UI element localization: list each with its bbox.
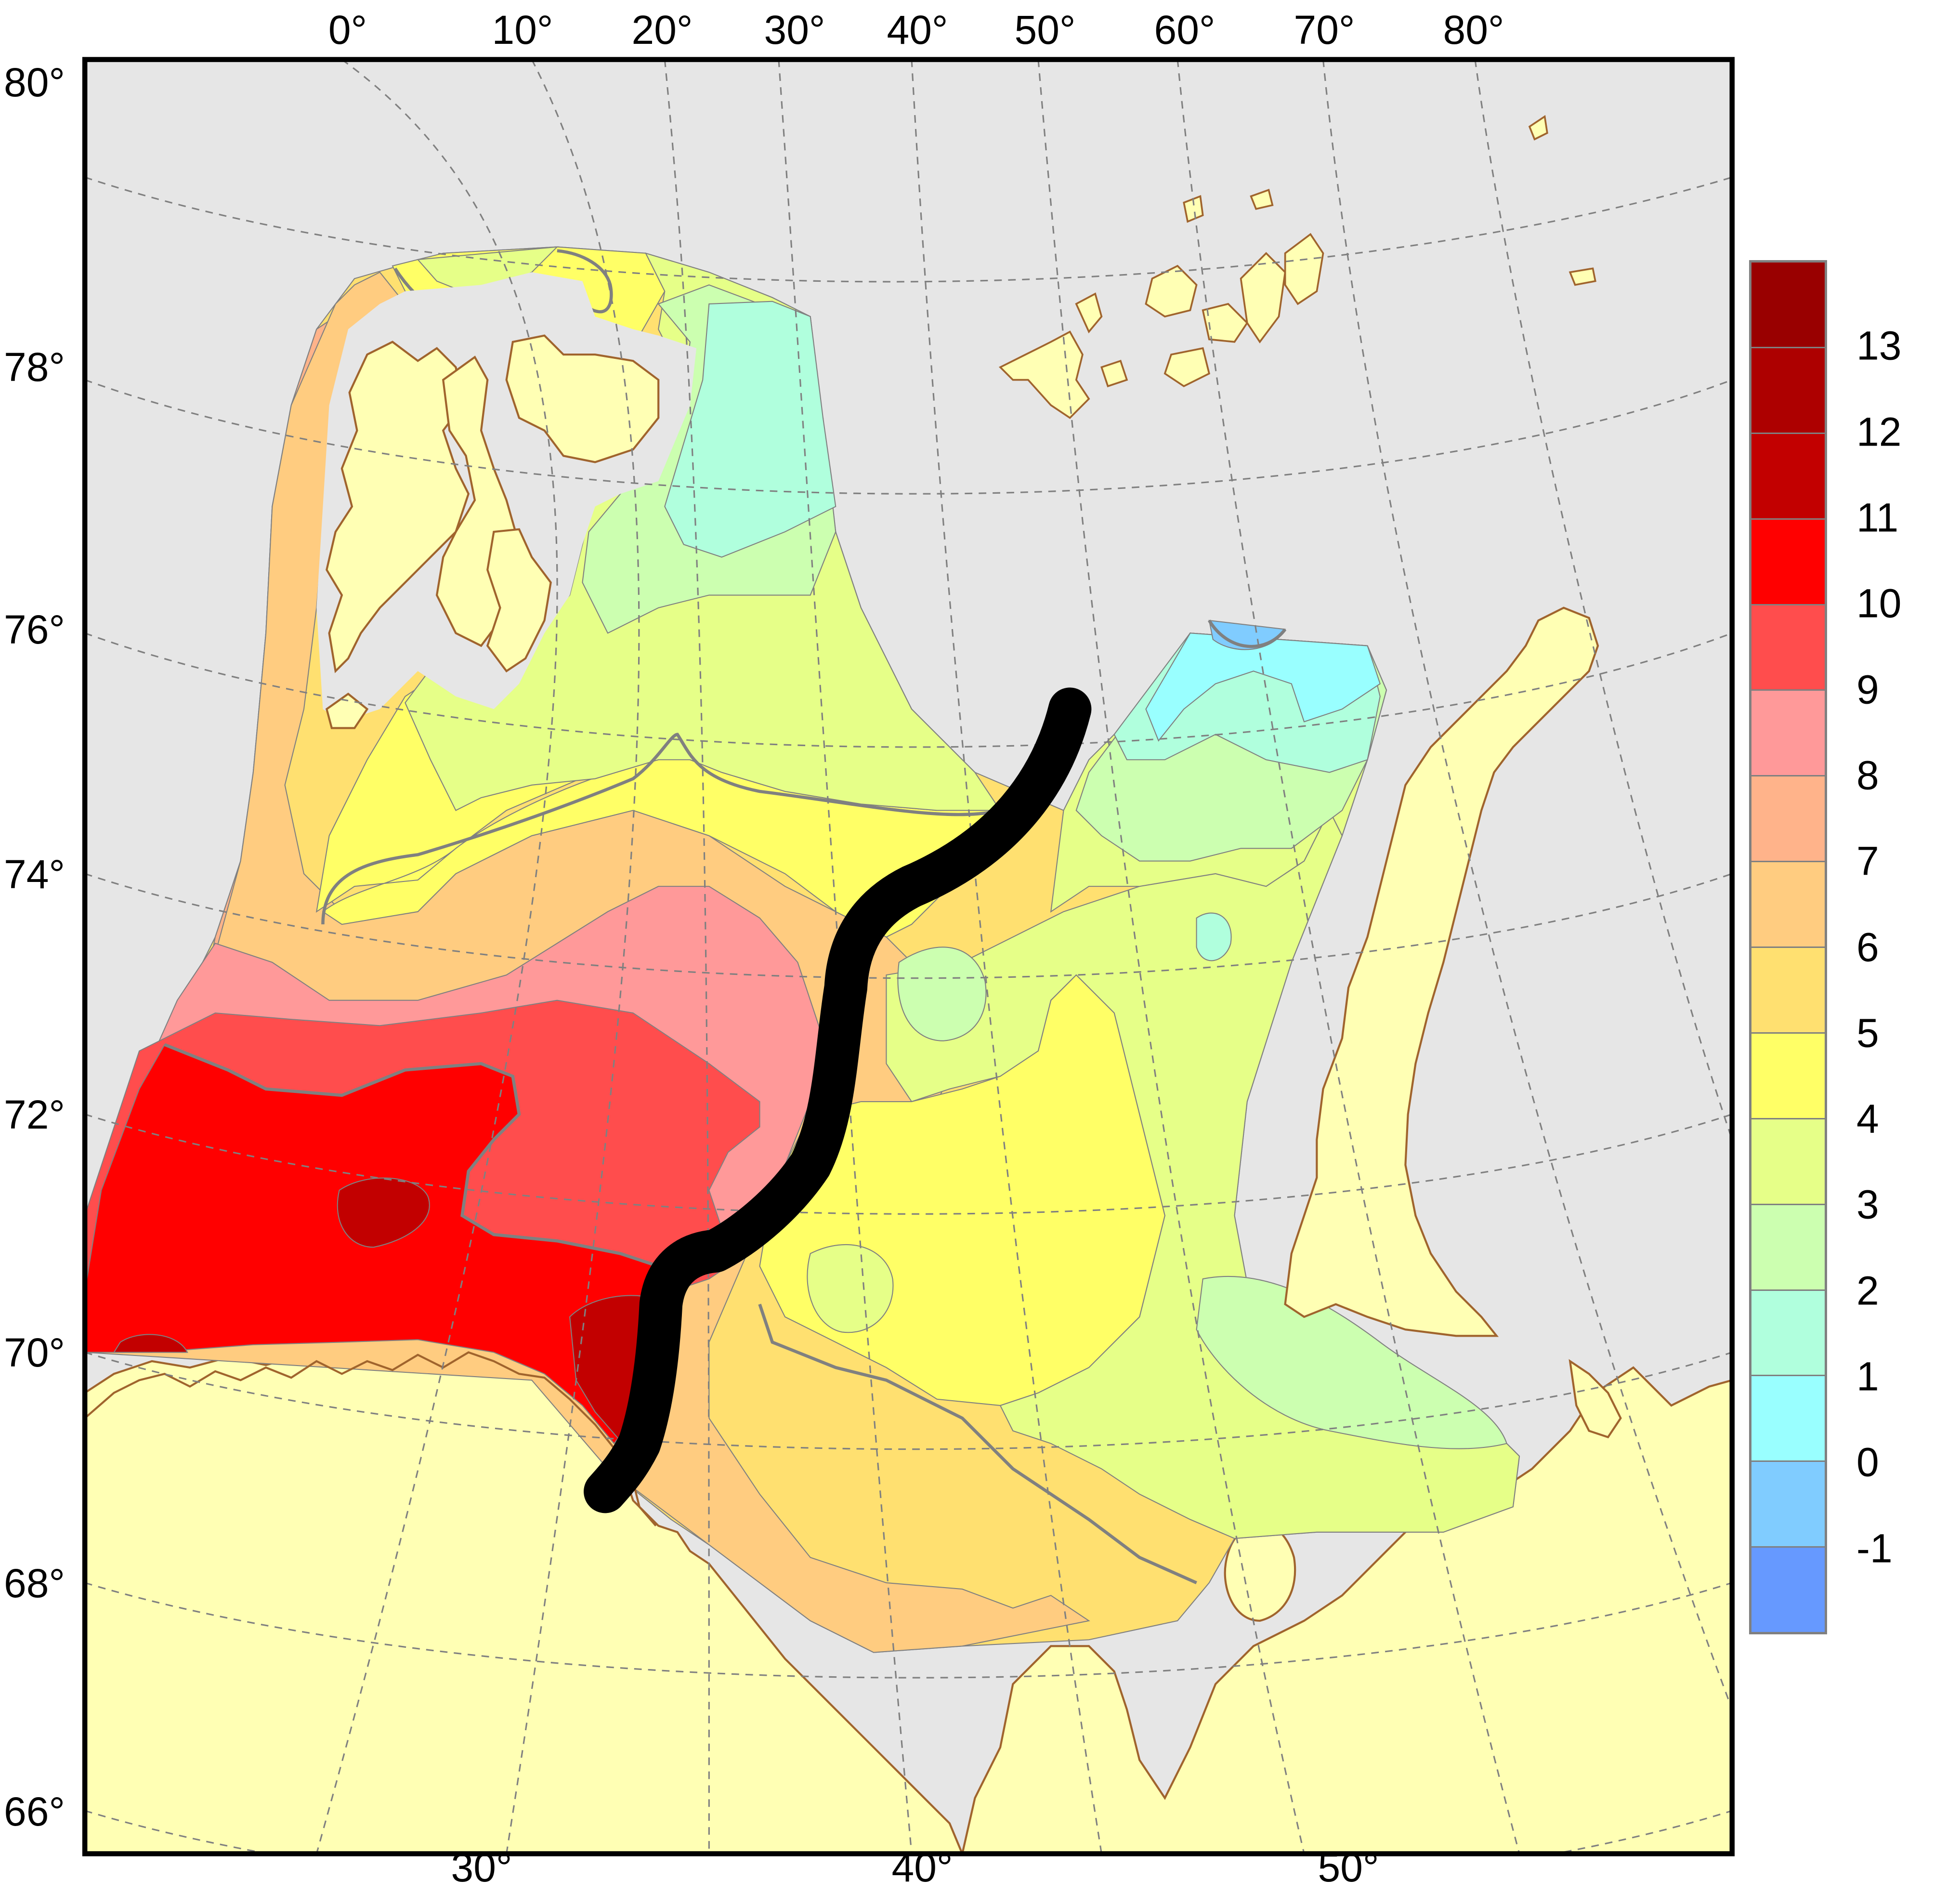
transect-line xyxy=(584,687,1092,1513)
longitude-label: 60° xyxy=(1154,7,1215,53)
map-frame xyxy=(82,57,1735,1856)
colorbar-band xyxy=(1751,691,1825,777)
novaya-zemlya xyxy=(1284,606,1599,1337)
colorbar-tick-label: 9 xyxy=(1856,667,1879,712)
longitude-label: 50° xyxy=(1318,1845,1379,1890)
colorbar-band xyxy=(1751,348,1825,434)
colorbar-band xyxy=(1751,1290,1825,1377)
colorbar-tick-label: 6 xyxy=(1856,924,1879,970)
colorbar-band xyxy=(1751,948,1825,1034)
latitude-label: 70° xyxy=(4,1330,65,1375)
longitude-label: 30° xyxy=(451,1845,512,1890)
latitude-label: 74° xyxy=(4,852,65,897)
colorbar-band xyxy=(1751,605,1825,691)
colorbar xyxy=(1749,260,1827,1634)
latitude-label: 66° xyxy=(4,1789,65,1834)
longitude-label: 10° xyxy=(492,7,553,53)
colorbar-tick-label: -1 xyxy=(1856,1525,1893,1571)
latitude-label: 68° xyxy=(4,1561,65,1606)
colorbar-band xyxy=(1751,862,1825,948)
longitude-label: 0° xyxy=(328,7,367,53)
colorbar-tick-label: 7 xyxy=(1856,838,1879,884)
latitude-label: 80° xyxy=(4,60,65,105)
latitude-label: 78° xyxy=(4,344,65,390)
colorbar-tick-label: 11 xyxy=(1856,495,1899,540)
colorbar-tick-label: 4 xyxy=(1856,1096,1879,1142)
colorbar-tick-label: 2 xyxy=(1856,1268,1879,1314)
vaygach-island xyxy=(1568,1359,1622,1439)
colorbar-band xyxy=(1751,1548,1825,1632)
colorbar-tick-label: 1 xyxy=(1856,1354,1879,1399)
colorbar-band xyxy=(1751,776,1825,863)
colorbar-tick-label: 12 xyxy=(1856,409,1902,455)
colorbar-band xyxy=(1751,1205,1825,1291)
norway-coast xyxy=(85,1351,657,1527)
longitude-label: 40° xyxy=(887,7,948,53)
colorbar-tick-label: 10 xyxy=(1856,580,1902,626)
longitude-label: 40° xyxy=(891,1845,953,1890)
longitude-label: 80° xyxy=(1443,7,1504,53)
colorbar-band xyxy=(1751,519,1825,605)
colorbar-band xyxy=(1751,263,1825,348)
longitude-label: 50° xyxy=(1014,7,1076,53)
colorbar-band xyxy=(1751,1119,1825,1205)
latitude-label: 72° xyxy=(4,1092,65,1137)
longitude-label: 70° xyxy=(1294,7,1355,53)
colorbar-band xyxy=(1751,1462,1825,1548)
colorbar-tick-label: 8 xyxy=(1856,752,1879,798)
colorbar-band xyxy=(1751,434,1825,520)
colorbar-tick-label: 13 xyxy=(1856,323,1902,368)
svalbard-land xyxy=(325,334,660,729)
colorbar-band xyxy=(1751,1033,1825,1119)
colorbar-tick-label: 5 xyxy=(1856,1010,1879,1056)
franz-josef-land xyxy=(998,115,1596,419)
colorbar-band xyxy=(1751,1376,1825,1462)
longitude-label: 20° xyxy=(631,7,693,53)
longitude-label: 30° xyxy=(764,7,825,53)
colorbar-tick-label: 3 xyxy=(1856,1182,1879,1227)
colorbar-tick-label: 0 xyxy=(1856,1439,1879,1485)
latitude-label: 76° xyxy=(4,607,65,652)
